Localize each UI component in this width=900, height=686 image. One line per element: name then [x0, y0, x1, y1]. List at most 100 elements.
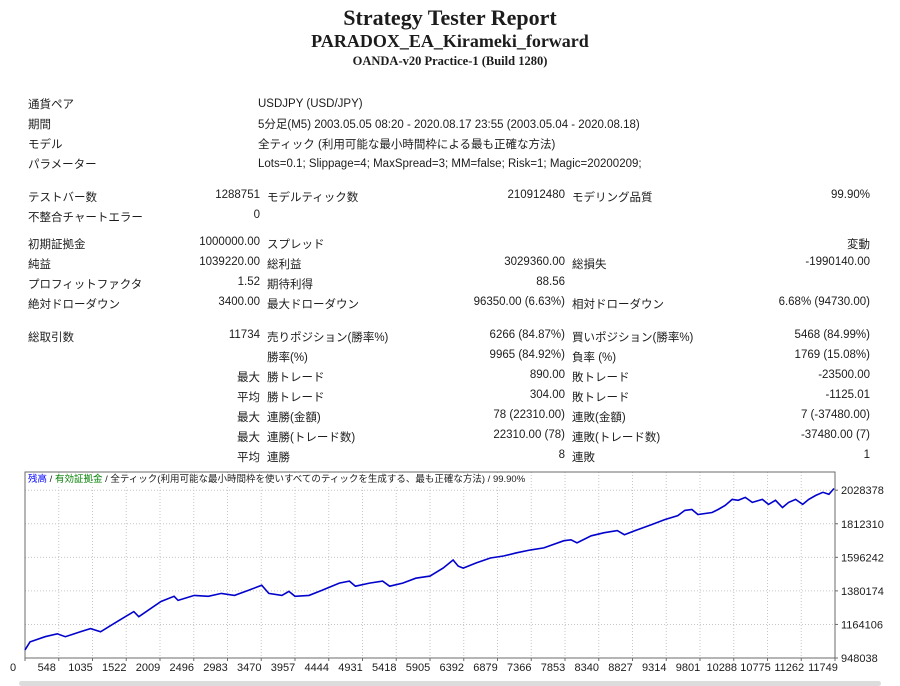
server-build: OANDA-v20 Practice-1 (Build 1280) — [352, 54, 548, 68]
report-pair: 総利益 3029360.00 — [260, 256, 565, 272]
report-label: 勝率(%) — [267, 352, 308, 364]
x-tick-label: 7853 — [541, 662, 565, 674]
report-value: 1288751 — [215, 189, 260, 201]
report-pair: 敗トレード -23500.00 — [565, 369, 870, 385]
report-label: スプレッド — [267, 239, 325, 251]
x-tick-label: 2009 — [136, 662, 160, 674]
report-pair: 負率 (%) 1769 (15.08%) — [565, 349, 870, 365]
report-value: -23500.00 — [818, 369, 870, 381]
x-tick-label: 0 — [10, 662, 16, 674]
report-pair: 連敗 1 — [565, 449, 870, 465]
x-tick-label: 2983 — [203, 662, 227, 674]
report-pair: 連敗(金額) 7 (-37480.00) — [565, 409, 870, 425]
report-pair: 相対ドローダウン 6.68% (94730.00) — [565, 296, 870, 312]
report-pair: 勝トレード 890.00 — [260, 369, 565, 385]
report-pair: 不整合チャートエラー 0 — [28, 209, 260, 225]
report-table: 通貨ペア USDJPY (USD/JPY) 期間 5分足(M5) 2003.05.05… — [28, 94, 872, 467]
x-tick-label: 1522 — [102, 662, 126, 674]
report-label: 初期証拠金 — [28, 239, 86, 251]
report-pair: プロフィットファクタ 1.52 — [28, 276, 260, 292]
report-pair: 平均 — [28, 449, 260, 465]
legend-segment: 有効証拠金 — [54, 474, 103, 485]
report-value: 1.52 — [237, 276, 260, 288]
report-label: テストバー数 — [28, 192, 97, 204]
report-label: モデル — [28, 139, 63, 151]
report-pair: 純益 1039220.00 — [28, 256, 260, 272]
report-row: 絶対ドローダウン 3400.00 最大ドローダウン 96350.00 (6.63%) 相… — [28, 294, 872, 314]
report-value: 8 — [558, 449, 565, 461]
x-tick-label: 2496 — [170, 662, 194, 674]
x-tick-label: 9801 — [676, 662, 700, 674]
report-pair: 勝トレード 304.00 — [260, 389, 565, 405]
report-row: 通貨ペア USDJPY (USD/JPY) — [28, 94, 872, 114]
report-pair: 連勝(金額) 78 (22310.00) — [260, 409, 565, 425]
report-value: 1769 (15.08%) — [794, 349, 870, 361]
report-row: 純益 1039220.00 総利益 3029360.00 総損失 -1990140.00 — [28, 254, 872, 274]
legend-segment: 残高 — [28, 474, 48, 485]
report-label: モデルティック数 — [267, 192, 359, 204]
report-value: 3400.00 — [218, 296, 260, 308]
report-value: 1039220.00 — [199, 256, 260, 268]
report-label: 通貨ペア — [28, 99, 74, 111]
report-label: 期間 — [28, 119, 51, 131]
report-pair: 平均 — [28, 389, 260, 405]
report-value: 最大 — [237, 372, 260, 384]
report-pair: 最大 — [28, 429, 260, 445]
report-row: 初期証拠金 1000000.00 スプレッド 変動 — [28, 234, 872, 254]
report-label: 連敗(トレード数) — [572, 432, 661, 444]
report-row: 勝率(%) 9965 (84.92%) 負率 (%) 1769 (15.08%) — [28, 347, 872, 367]
report-value: 1 — [863, 449, 870, 461]
report-label: 総取引数 — [28, 332, 74, 344]
report-row: 不整合チャートエラー 0 — [28, 207, 872, 227]
report-label: 純益 — [28, 259, 51, 271]
report-row: 期間 5分足(M5) 2003.05.05 08:20 - 2020.08.17 … — [28, 114, 872, 134]
report-header: Strategy Tester Report PARADOX_EA_Kirame… — [0, 0, 900, 68]
report-label: 相対ドローダウン — [572, 299, 664, 311]
y-tick-label: 2028378 — [841, 485, 884, 497]
report-row: 最大 連勝(金額) 78 (22310.00) 連敗(金額) 7 (-37480.00) — [28, 407, 872, 427]
report-pair: 連勝 8 — [260, 449, 565, 465]
report-value: 22310.00 (78) — [493, 429, 565, 441]
balance-line — [24, 487, 835, 651]
x-tick-label: 7366 — [507, 662, 531, 674]
x-tick-label: 11749 — [808, 662, 838, 674]
report-pair: 初期証拠金 1000000.00 — [28, 236, 260, 252]
report-value: 変動 — [847, 239, 870, 251]
x-tick-label: 11262 — [774, 662, 804, 674]
legend-segment: 99.90% — [492, 474, 526, 485]
report-value: 3029360.00 — [504, 256, 565, 268]
report-pair: 絶対ドローダウン 3400.00 — [28, 296, 260, 312]
report-label: モデリング品質 — [572, 192, 653, 204]
report-value: 5分足(M5) 2003.05.05 08:20 - 2020.08.17 23… — [258, 119, 640, 131]
x-tick-label: 5905 — [406, 662, 430, 674]
report-section: 通貨ペア USDJPY (USD/JPY) 期間 5分足(M5) 2003.05.05… — [28, 94, 872, 174]
report-label: 敗トレード — [572, 392, 630, 404]
report-label: 売りポジション(勝率%) — [267, 332, 389, 344]
balance-chart: 残高 / 有効証拠金 / 全ティック(利用可能な最小時間枠を使いすべてのティック… — [0, 470, 900, 676]
report-value: 平均 — [237, 392, 260, 404]
report-section: テストバー数 1288751 モデルティック数 210912480 モデリング品質 99.… — [28, 187, 872, 227]
report-pair: 期待利得 88.56 — [260, 276, 565, 292]
report-value: 304.00 — [529, 389, 565, 401]
chart-legend: 残高 / 有効証拠金 / 全ティック(利用可能な最小時間枠を使いすべてのティック… — [28, 474, 528, 485]
report-label: 絶対ドローダウン — [28, 299, 120, 311]
x-tick-label: 5418 — [372, 662, 396, 674]
report-pair: 買いポジション(勝率%) 5468 (84.99%) — [565, 329, 870, 345]
x-tick-label: 1035 — [68, 662, 92, 674]
report-value: 全ティック (利用可能な最小時間枠による最も正確な方法) — [258, 139, 556, 151]
report-row: モデル 全ティック (利用可能な最小時間枠による最も正確な方法) — [28, 134, 872, 154]
report-value: 6266 (84.87%) — [489, 329, 565, 341]
report-value: 7 (-37480.00) — [800, 409, 870, 421]
report-value: 最大 — [237, 432, 260, 444]
report-section: 初期証拠金 1000000.00 スプレッド 変動純益 1039220.00 総利益 302… — [28, 234, 872, 314]
report-value: 6.68% (94730.00) — [778, 296, 870, 308]
report-label: 買いポジション(勝率%) — [572, 332, 694, 344]
report-value: 210912480 — [507, 189, 565, 201]
x-tick-label: 3957 — [271, 662, 295, 674]
y-tick-label: 1812310 — [841, 519, 884, 531]
report-value: 5468 (84.99%) — [794, 329, 870, 341]
report-label: 総利益 — [267, 259, 302, 271]
x-tick-label: 9314 — [642, 662, 666, 674]
report-pair: 最大ドローダウン 96350.00 (6.63%) — [260, 296, 565, 312]
report-value: 1000000.00 — [199, 236, 260, 248]
